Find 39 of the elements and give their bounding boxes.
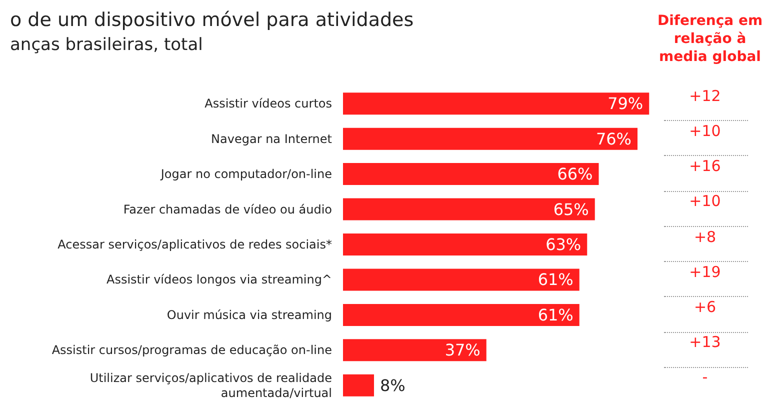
bar <box>343 234 588 256</box>
bar <box>343 198 595 220</box>
data-label: 37% <box>444 340 480 360</box>
data-label: 76% <box>596 129 632 148</box>
y-tick-label: Ouvir música via streaming <box>166 308 332 322</box>
text: +16 <box>688 157 722 176</box>
data-label: 8% <box>380 376 406 395</box>
y-tick-label: Acessar serviços/aplicativos de redes sociais* <box>58 238 332 252</box>
text: +12 <box>688 86 722 105</box>
y-tick-label: Navegar na Internet <box>211 132 332 146</box>
y-tick-label: Assistir cursos/programas de educação on-line <box>52 343 332 358</box>
text: +13 <box>688 333 722 352</box>
chart-title: o de um dispositivo móvel para atividades <box>10 8 414 32</box>
text: anças brasileiras, total <box>10 34 203 56</box>
bar <box>343 163 599 186</box>
text: - <box>701 368 709 386</box>
bar <box>343 304 580 326</box>
bar <box>343 339 486 362</box>
y-tick-label: Jogar no computador/on-line <box>160 167 332 182</box>
data-label: 61% <box>538 270 574 290</box>
data-label: 63% <box>546 235 582 254</box>
y-tick-label: Utilizar serviços/aplicativos de realidade aumentada/virtual <box>90 370 332 400</box>
bar <box>343 92 650 115</box>
y-tick-label: Assistir vídeos curtos <box>204 96 332 111</box>
y-tick-label: Fazer chamadas de vídeo ou áudio <box>123 202 332 216</box>
data-label: 66% <box>557 164 593 184</box>
bar <box>343 268 580 291</box>
text: +6 <box>692 298 718 316</box>
text: +10 <box>688 122 722 140</box>
y-tick-label: Assistir vídeos longos via streaming^ <box>106 272 332 287</box>
text: +10 <box>688 192 722 210</box>
text: Diferença em relação à media global <box>656 12 763 66</box>
data-label: 79% <box>608 94 644 114</box>
data-label: 65% <box>553 200 589 219</box>
text: +8 <box>692 228 718 246</box>
data-label: 61% <box>538 305 574 324</box>
bar <box>343 128 638 150</box>
text: +19 <box>688 262 722 281</box>
bar <box>343 374 374 396</box>
